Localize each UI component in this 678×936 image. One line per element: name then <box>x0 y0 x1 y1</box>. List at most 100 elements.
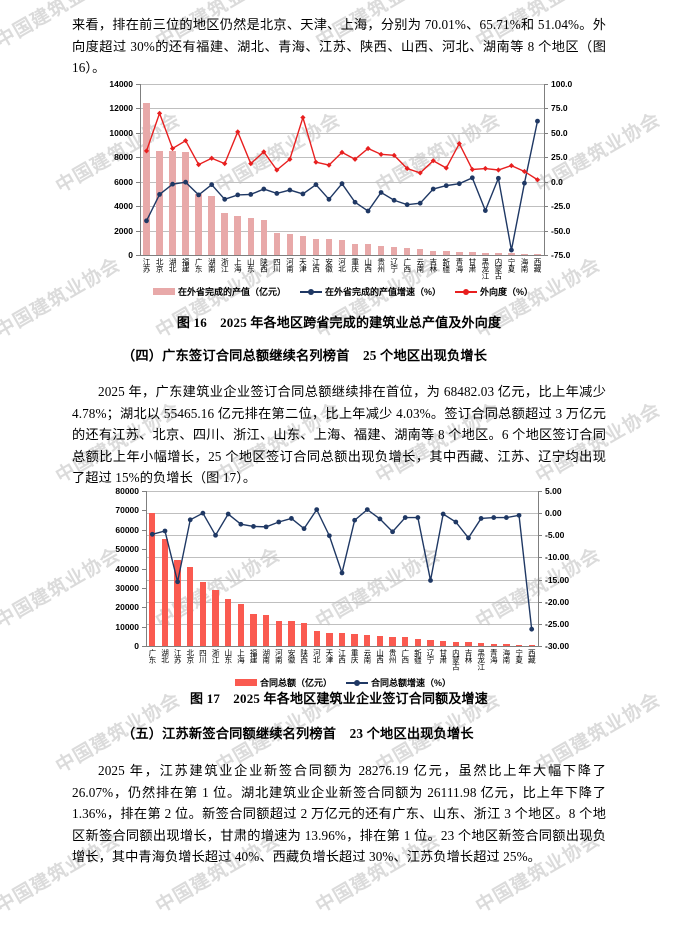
data-point-marker <box>529 626 535 632</box>
axis-tick <box>544 84 548 85</box>
x-axis-category-label: 四川 <box>198 649 208 663</box>
data-point-marker <box>300 114 306 121</box>
legend-label: 在外省完成的产值（亿元） <box>177 287 286 297</box>
x-axis-category-label: 山西 <box>363 258 373 272</box>
data-point-marker <box>222 161 228 167</box>
data-point-marker <box>534 177 541 183</box>
paragraph-intro: 来看，排在前三位的地区仍然是北京、天津、上海，分别为 70.01%、65.71%… <box>72 17 606 75</box>
x-axis-category-label: 河南 <box>274 649 284 663</box>
bar <box>456 251 463 255</box>
x-axis-category-label: 吉林 <box>428 258 438 272</box>
bar <box>452 641 459 646</box>
bar <box>300 622 308 646</box>
axis-baseline <box>140 255 544 256</box>
y-axis-left-tick-label: 10000 <box>115 621 139 632</box>
gridline <box>146 557 538 559</box>
data-point-marker <box>456 141 462 147</box>
chart-figure-16: -75.0 -50.0 -25.0 0.0 25.0 50.0 75.0 100.0 0 2000… <box>108 76 578 301</box>
axis-line-right <box>538 491 539 646</box>
x-axis-category-label: 海南 <box>520 258 530 272</box>
bar <box>326 632 333 646</box>
bar <box>351 244 359 255</box>
x-axis-category-label: 天津 <box>324 649 334 663</box>
axis-tick <box>538 646 542 647</box>
y-axis-right-tick-label: -25.0 <box>551 201 571 212</box>
x-axis-category-label: 西藏 <box>533 258 543 272</box>
data-point-marker <box>143 148 150 154</box>
data-point-marker <box>235 192 241 198</box>
x-axis-category-label: 新疆 <box>413 649 423 663</box>
x-axis-category-label: 辽宁 <box>426 649 436 663</box>
y-axis-left-tick-label: 0 <box>128 250 133 260</box>
bar <box>312 238 320 255</box>
legend-swatch <box>234 679 257 686</box>
plot-area <box>146 491 538 647</box>
data-point-marker <box>495 175 501 181</box>
gridline <box>146 535 538 537</box>
axis-tick <box>142 587 146 589</box>
axis-tick <box>142 607 146 609</box>
x-axis-category-label: 黑龙江 <box>476 649 486 670</box>
axis-tick <box>142 568 146 570</box>
gridline <box>146 513 538 515</box>
bar <box>221 212 228 255</box>
bar <box>195 193 202 255</box>
x-axis-category-label: 北京 <box>185 649 195 663</box>
data-point-marker <box>390 529 395 535</box>
y-axis-left-tick-label: 60000 <box>115 524 139 535</box>
bar <box>338 632 346 646</box>
data-point-marker <box>248 192 254 197</box>
heading-section-5: （五）江苏新签合同额继续名列榜首 23 个地区出现负增长 <box>122 726 474 741</box>
bar <box>416 248 424 255</box>
data-point-marker <box>430 158 436 164</box>
x-axis-category-label: 湖北 <box>160 649 170 663</box>
legend-label: 合同总额（亿元） <box>259 678 332 688</box>
gridline <box>146 491 538 492</box>
data-point-marker <box>313 159 319 165</box>
axis-line-left <box>140 84 141 255</box>
x-axis-category-label: 黑龙江 <box>480 258 490 279</box>
axis-tick <box>544 108 548 110</box>
data-point-marker <box>339 181 345 187</box>
x-axis-category-label: 山西 <box>375 649 385 663</box>
axis-tick <box>136 132 140 134</box>
axis-line-left <box>146 491 147 646</box>
y-axis-right-tick-label: -15.00 <box>545 574 570 585</box>
y-axis-left-tick-label: 30000 <box>115 582 139 593</box>
x-axis-category-label: 云南 <box>415 258 425 272</box>
paragraph-section-4: 2025 年，广东建筑业企业签订合同总额继续排在首位，为 68482.03 亿元… <box>72 384 606 485</box>
gridline <box>146 601 538 603</box>
y-axis-right-tick-label: -30.00 <box>545 641 570 651</box>
data-point-marker <box>339 570 345 576</box>
data-point-marker <box>456 181 462 187</box>
bar <box>495 252 502 255</box>
data-point-marker <box>276 519 282 525</box>
bar <box>469 252 476 255</box>
line-path <box>152 508 533 630</box>
data-point-marker <box>352 517 358 523</box>
x-axis-category-label: 湖南 <box>261 649 271 663</box>
x-axis-category-label: 陕西 <box>299 649 309 663</box>
bar <box>299 236 307 255</box>
y-axis-right-tick-label: 100.0 <box>551 79 573 89</box>
x-axis-category-label: 四川 <box>272 258 282 272</box>
gridline <box>140 84 544 85</box>
data-point-marker <box>187 517 193 523</box>
axis-tick <box>544 157 548 159</box>
x-axis-category-label: 辽宁 <box>389 258 399 272</box>
bar <box>429 250 437 255</box>
chart-legend: 合同总额（亿元） 合同总额增速（%） <box>108 676 578 689</box>
data-point-marker <box>326 196 332 202</box>
bar <box>351 634 358 646</box>
axis-tick <box>544 230 548 232</box>
x-axis-category-label: 贵州 <box>376 258 386 272</box>
data-point-marker <box>157 192 162 197</box>
data-point-marker <box>289 516 294 521</box>
legend-line-marker <box>455 288 477 295</box>
y-axis-left-tick-label: 14000 <box>109 79 133 89</box>
x-axis-category-label: 上海 <box>233 258 243 272</box>
x-axis-category-label: 吉林 <box>464 649 474 663</box>
axis-tick <box>136 206 140 208</box>
data-point-marker <box>378 151 384 157</box>
y-axis-left-tick-label: 70000 <box>115 505 139 516</box>
